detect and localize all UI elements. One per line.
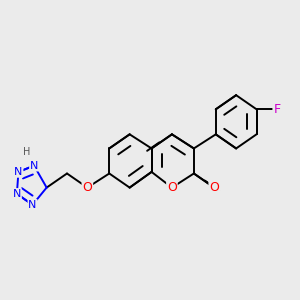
Text: N: N	[28, 200, 37, 210]
Text: O: O	[209, 181, 219, 194]
Text: N: N	[13, 189, 21, 199]
Text: O: O	[82, 181, 92, 194]
Text: N: N	[14, 167, 22, 177]
Text: O: O	[167, 181, 177, 194]
Text: F: F	[273, 103, 280, 116]
Text: N: N	[30, 161, 38, 171]
Text: H: H	[22, 147, 30, 157]
